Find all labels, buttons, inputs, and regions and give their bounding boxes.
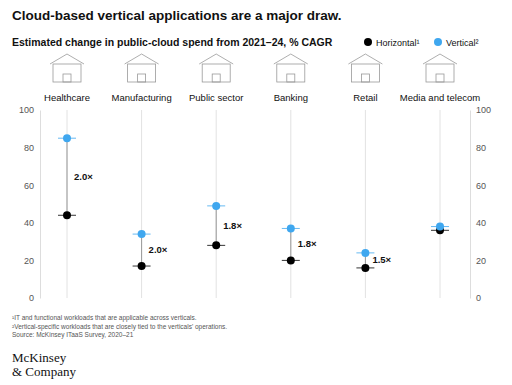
marks bbox=[58, 134, 449, 272]
tick: 80 bbox=[24, 143, 40, 153]
dot bbox=[212, 241, 220, 249]
tick-label: 0 bbox=[476, 293, 481, 303]
icon bbox=[50, 54, 84, 82]
icon bbox=[274, 54, 308, 82]
footnote: ¹IT and functional workloads that are ap… bbox=[12, 314, 197, 322]
tick-label: 80 bbox=[24, 143, 34, 153]
chart: Cloud-based vertical applications are a … bbox=[0, 0, 512, 385]
connector bbox=[290, 228, 291, 260]
tick: 80 bbox=[470, 143, 486, 153]
category-label: Manufacturing bbox=[111, 92, 171, 103]
icon bbox=[125, 54, 159, 82]
category-label: Healthcare bbox=[44, 92, 90, 103]
tick-label: 40 bbox=[24, 218, 34, 228]
dot bbox=[361, 249, 369, 257]
tick-label: 20 bbox=[24, 256, 34, 266]
connector bbox=[67, 138, 68, 215]
tick: 100 bbox=[470, 105, 491, 115]
tick: 20 bbox=[24, 256, 40, 266]
stem bbox=[290, 110, 291, 298]
multiplier-label: 2.0× bbox=[149, 244, 168, 255]
legend-swatch bbox=[364, 38, 372, 46]
tick: 0 bbox=[470, 293, 481, 303]
tick-label: 80 bbox=[476, 143, 486, 153]
multiplier-label: 2.0× bbox=[74, 171, 93, 182]
tick: 60 bbox=[24, 181, 40, 191]
title: Cloud-based vertical applications are a … bbox=[12, 8, 342, 23]
legend-label: Vertical² bbox=[446, 38, 479, 48]
tick-label: 100 bbox=[19, 105, 34, 115]
tick: 20 bbox=[470, 256, 486, 266]
logo: & Company bbox=[12, 364, 76, 379]
category-label: Banking bbox=[274, 92, 308, 103]
dot bbox=[361, 264, 369, 272]
icon bbox=[199, 54, 233, 82]
legend-item: Horizontal¹ bbox=[364, 38, 420, 48]
legend-label: Horizontal¹ bbox=[376, 38, 420, 48]
category-label: Public sector bbox=[189, 92, 243, 103]
y-axis: 0 20 40 60 80 100 bbox=[470, 105, 491, 303]
category-label: Media and telecom bbox=[400, 92, 480, 103]
icon bbox=[423, 54, 457, 82]
category-label: Retail bbox=[353, 92, 377, 103]
dot bbox=[287, 256, 295, 264]
dot bbox=[63, 134, 71, 142]
subtitle: Estimated change in public-cloud spend f… bbox=[12, 36, 333, 48]
axis-line bbox=[40, 111, 41, 299]
multiplier-label: 1.5× bbox=[372, 254, 391, 265]
tick-label: 20 bbox=[476, 256, 486, 266]
dot bbox=[138, 262, 146, 270]
tick: 40 bbox=[470, 218, 486, 228]
y-axis: 0 20 40 60 80 100 bbox=[19, 105, 41, 303]
dot bbox=[63, 211, 71, 219]
stems bbox=[67, 110, 440, 298]
icon bbox=[348, 54, 382, 82]
tick: 0 bbox=[29, 293, 40, 303]
stem bbox=[440, 110, 441, 298]
connector bbox=[216, 206, 217, 245]
legend-swatch bbox=[434, 38, 442, 46]
footnote: ²Vertical-specific workloads that are cl… bbox=[12, 323, 227, 331]
legend-item: Vertical² bbox=[434, 38, 479, 48]
multiplier-label: 1.8× bbox=[298, 238, 317, 249]
tick-label: 40 bbox=[476, 218, 486, 228]
tick-label: 0 bbox=[29, 293, 34, 303]
logo: McKinsey bbox=[12, 350, 67, 365]
multiplier-label: 1.8× bbox=[223, 220, 242, 231]
tick-label: 60 bbox=[476, 181, 486, 191]
axis-line bbox=[470, 111, 471, 299]
tick: 100 bbox=[19, 105, 40, 115]
footnote: Source: McKinsey ITaaS Survey, 2020–21 bbox=[12, 331, 134, 339]
dot bbox=[138, 230, 146, 238]
dot bbox=[287, 224, 295, 232]
connector bbox=[141, 234, 142, 266]
dot bbox=[212, 202, 220, 210]
icons bbox=[50, 54, 457, 82]
dot bbox=[436, 223, 444, 231]
tick-label: 100 bbox=[476, 105, 491, 115]
tick-label: 60 bbox=[24, 181, 34, 191]
tick: 60 bbox=[470, 181, 486, 191]
tick: 40 bbox=[24, 218, 40, 228]
